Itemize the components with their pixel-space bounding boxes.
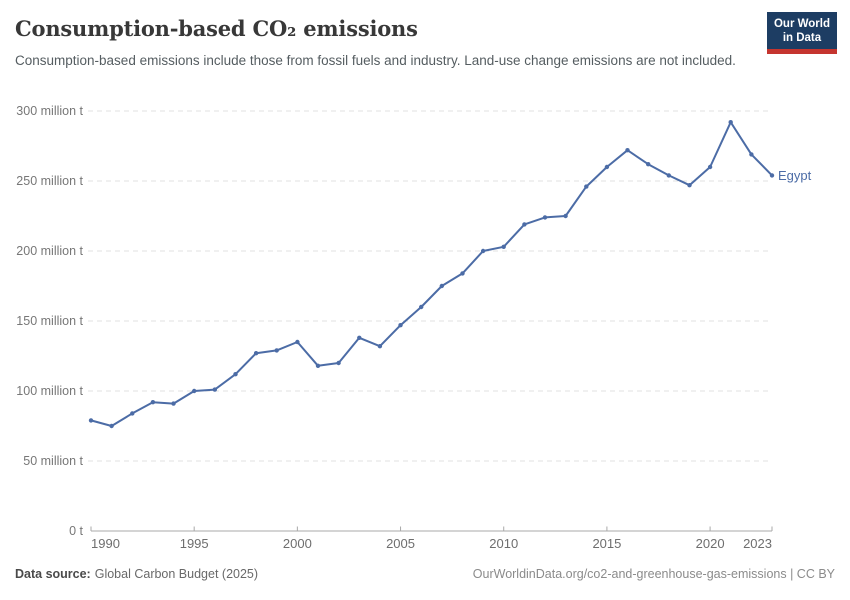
data-source-label: Data source: — [15, 567, 91, 581]
owid-logo-line1: Our World — [773, 18, 830, 30]
data-point[interactable] — [253, 351, 259, 356]
data-point[interactable] — [419, 304, 424, 310]
chart-subtitle: Consumption-based emissions include thos… — [15, 53, 736, 68]
data-point[interactable] — [336, 360, 341, 366]
owid-logo[interactable]: Our World in Data — [766, 12, 837, 55]
data-point[interactable] — [728, 120, 733, 125]
data-point[interactable] — [439, 283, 444, 289]
data-point[interactable] — [749, 152, 754, 157]
data-point[interactable] — [769, 173, 775, 178]
data-point[interactable] — [604, 164, 610, 170]
data-point[interactable] — [625, 148, 630, 153]
series-end-label[interactable]: Egypt — [778, 168, 812, 183]
data-point[interactable] — [315, 363, 321, 368]
y-axis-tick-label: 250 million t — [16, 174, 83, 188]
x-axis-tick-label: 2000 — [283, 536, 312, 551]
data-point[interactable] — [212, 387, 217, 392]
data-point[interactable] — [357, 335, 362, 340]
y-axis-tick-label: 50 million t — [23, 454, 83, 468]
data-point[interactable] — [398, 323, 403, 328]
data-point[interactable] — [377, 344, 383, 349]
data-point[interactable] — [130, 411, 135, 416]
data-point[interactable] — [480, 248, 486, 254]
owid-logo-line2: in Data — [782, 31, 822, 44]
data-point[interactable] — [88, 418, 94, 423]
chart-footer: Data source: Global Carbon Budget (2025) … — [15, 567, 835, 581]
data-source: Data source: Global Carbon Budget (2025) — [15, 567, 258, 581]
x-axis-tick-label: 2020 — [696, 536, 725, 551]
footer-citation-link[interactable]: OurWorldinData.org/co2-and-greenhouse-ga… — [472, 567, 835, 581]
chart-title: Consumption-based CO₂ emissions — [15, 16, 418, 41]
data-point[interactable] — [646, 162, 651, 167]
x-axis-tick-label: 1995 — [180, 536, 209, 551]
data-point[interactable] — [109, 423, 114, 429]
data-point[interactable] — [295, 339, 300, 345]
y-axis-tick-label: 300 million t — [16, 104, 83, 118]
data-point[interactable] — [563, 213, 568, 219]
data-point[interactable] — [542, 215, 548, 220]
data-point[interactable] — [707, 164, 713, 170]
data-point[interactable] — [501, 244, 506, 249]
y-axis-tick-label: 0 t — [69, 524, 83, 538]
x-axis-tick-label: 2015 — [592, 536, 621, 551]
data-point[interactable] — [171, 401, 176, 406]
x-axis-tick-label: 2023 — [743, 536, 772, 551]
y-axis-tick-label: 200 million t — [16, 244, 83, 258]
x-axis-tick-label: 2010 — [489, 536, 518, 551]
series-line[interactable] — [90, 121, 773, 427]
data-point[interactable] — [666, 173, 671, 178]
data-point[interactable] — [192, 388, 197, 394]
data-source-value: Global Carbon Budget (2025) — [94, 567, 259, 581]
y-axis-tick-label: 150 million t — [16, 314, 83, 328]
data-point[interactable] — [584, 184, 589, 189]
x-axis-tick-label: 1990 — [91, 536, 120, 551]
data-point[interactable] — [522, 222, 527, 227]
data-point[interactable] — [687, 183, 692, 188]
x-axis-tick-label: 2005 — [386, 536, 415, 551]
data-point[interactable] — [460, 271, 465, 276]
y-axis-tick-label: 100 million t — [16, 384, 83, 398]
data-point[interactable] — [150, 400, 156, 405]
data-point[interactable] — [233, 372, 238, 377]
data-point[interactable] — [274, 348, 279, 353]
